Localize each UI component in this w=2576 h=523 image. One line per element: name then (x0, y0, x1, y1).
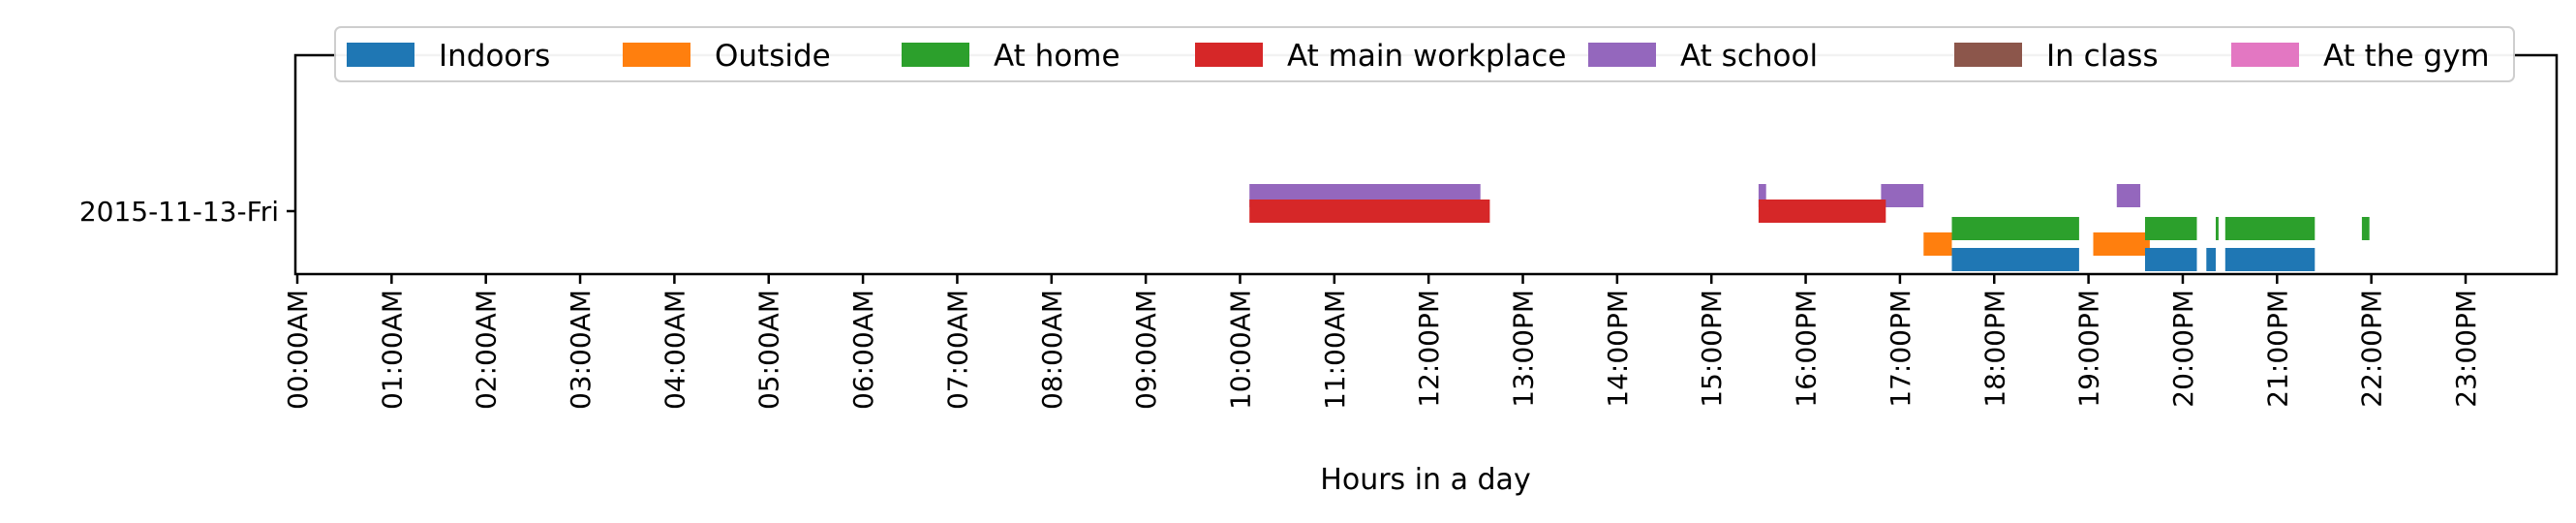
bar-at-school-3 (1881, 184, 1924, 207)
legend-swatch-at-main-workplace (1195, 43, 1263, 67)
x-tick-label-17-00pm: 17:00PM (1885, 290, 1917, 408)
x-tick-label-18-00pm: 18:00PM (1978, 290, 2010, 408)
x-tick-label-15-00pm: 15:00PM (1696, 290, 1728, 408)
x-tick-label-01-00am: 01:00AM (376, 290, 408, 410)
legend-swatch-at-the-gym (2231, 43, 2299, 67)
legend-swatch-outside (623, 43, 690, 67)
legend-label-at-school: At school (1680, 39, 1818, 74)
x-tick-label-13-00pm: 13:00PM (1508, 290, 1540, 408)
x-tick-label-12-00pm: 12:00PM (1413, 290, 1445, 408)
bars-layer (1249, 184, 2370, 271)
legend-label-at-the-gym: At the gym (2323, 39, 2490, 74)
x-axis: 00:00AM 01:00AM 02:00AM 03:00AM 04:00AM 05:00… (282, 274, 2482, 410)
bar-at-main-workplace-1 (1249, 200, 1490, 223)
bar-indoors-3 (2206, 248, 2216, 271)
bar-indoors-2 (2145, 248, 2197, 271)
bar-at-school-4 (2116, 184, 2141, 207)
x-tick-label-19-00pm: 19:00PM (2073, 290, 2105, 408)
bar-indoors-1 (1951, 248, 2079, 271)
bar-at-main-workplace-2 (1758, 200, 1886, 223)
x-tick-label-22-00pm: 22:00PM (2356, 290, 2388, 408)
legend-label-at-home: At home (994, 39, 1120, 74)
bar-at-home-4 (2224, 217, 2315, 240)
x-tick-label-06-00am: 06:00AM (847, 290, 879, 410)
x-tick-label-00-00am: 00:00AM (282, 290, 314, 410)
legend-swatch-at-home (902, 43, 969, 67)
x-tick-label-08-00am: 08:00AM (1036, 290, 1068, 410)
x-tick-label-03-00am: 03:00AM (565, 290, 597, 410)
bar-at-home-5 (2361, 217, 2370, 240)
x-tick-label-04-00am: 04:00AM (659, 290, 690, 410)
bar-at-home-3 (2216, 217, 2219, 240)
legend: Indoors Outside At home At main workplace At… (334, 26, 2515, 82)
x-tick-label-09-00am: 09:00AM (1130, 290, 1162, 410)
bar-outside-2 (2093, 232, 2150, 256)
x-axis-label: Hours in a day (1320, 463, 1530, 497)
bar-at-school-2 (1758, 184, 1766, 207)
legend-label-outside: Outside (715, 39, 831, 74)
bar-indoors-4 (2224, 248, 2315, 271)
legend-swatch-indoors (347, 43, 414, 67)
x-tick-label-16-00pm: 16:00PM (1791, 290, 1823, 408)
x-tick-label-14-00pm: 14:00PM (1602, 290, 1634, 408)
y-axis: 2015-11-13-Fri (79, 196, 295, 228)
legend-box (334, 26, 2515, 82)
bar-at-home-1 (1951, 217, 2079, 240)
bar-at-home-2 (2145, 217, 2197, 240)
y-tick-label-1: 2015-11-13-Fri (79, 196, 279, 228)
x-tick-label-20-00pm: 20:00PM (2167, 290, 2199, 408)
x-tick-label-21-00pm: 21:00PM (2261, 290, 2293, 408)
bar-outside-1 (1923, 232, 1952, 256)
x-tick-label-10-00am: 10:00AM (1225, 290, 1257, 410)
x-tick-label-23-00pm: 23:00PM (2450, 290, 2482, 408)
legend-swatch-at-school (1588, 43, 1656, 67)
legend-label-in-class: In class (2046, 39, 2159, 74)
x-tick-label-11-00am: 11:00AM (1319, 290, 1351, 410)
x-tick-label-02-00am: 02:00AM (471, 290, 503, 410)
legend-label-indoors: Indoors (439, 39, 550, 74)
x-tick-label-07-00am: 07:00AM (941, 290, 973, 410)
legend-swatch-in-class (1954, 43, 2022, 67)
legend-label-at-main-workplace: At main workplace (1287, 39, 1566, 74)
x-tick-label-05-00am: 05:00AM (753, 290, 785, 410)
